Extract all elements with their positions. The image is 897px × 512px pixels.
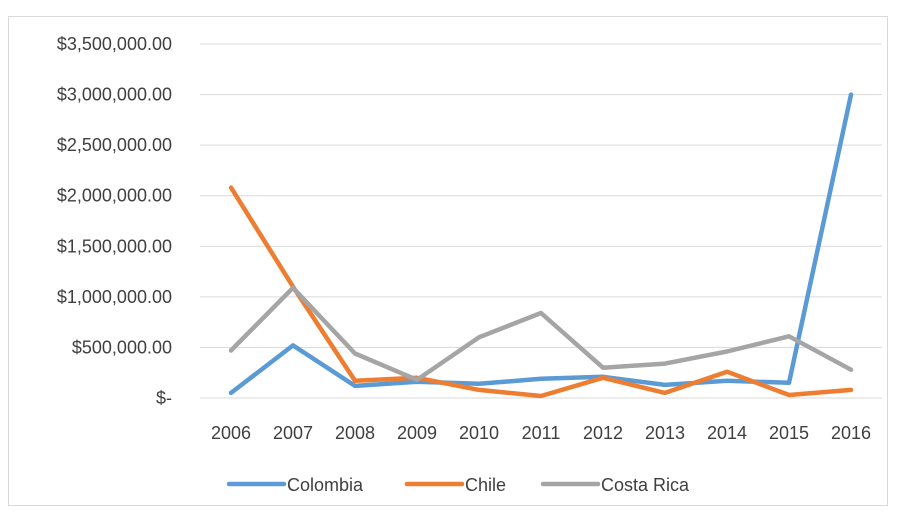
- y-tick-label: $2,500,000.00: [57, 135, 172, 155]
- x-tick-label: 2011: [522, 423, 561, 443]
- y-tick-label: $2,000,000.00: [57, 186, 172, 206]
- y-tick-label: $3,500,000.00: [57, 34, 172, 54]
- series-line-colombia: [228, 92, 854, 396]
- series-lines: [228, 92, 854, 399]
- y-axis-labels: $- $500,000.00 $1,000,000.00 $1,500,000.00 $…: [57, 34, 172, 408]
- x-tick-label: 2007: [273, 423, 313, 443]
- x-tick-label: 2013: [645, 423, 685, 443]
- x-tick-label: 2012: [583, 423, 623, 443]
- series-line-costa-rica: [228, 285, 854, 383]
- y-tick-label: $1,000,000.00: [57, 287, 172, 307]
- y-tick-label: $500,000.00: [72, 337, 172, 357]
- chart-frame: $- $500,000.00 $1,000,000.00 $1,500,000.00 $…: [8, 16, 888, 506]
- gridlines: [200, 43, 882, 399]
- x-tick-label: 2009: [397, 423, 437, 443]
- line-chart: $- $500,000.00 $1,000,000.00 $1,500,000.00 $…: [57, 34, 882, 495]
- legend-label: Costa Rica: [601, 475, 690, 495]
- y-tick-label: $-: [156, 388, 172, 408]
- x-tick-label: 2006: [211, 423, 251, 443]
- x-tick-label: 2015: [769, 423, 809, 443]
- x-tick-label: 2008: [335, 423, 375, 443]
- y-tick-label: $3,000,000.00: [57, 85, 172, 105]
- y-tick-label: $1,500,000.00: [57, 236, 172, 256]
- x-tick-label: 2014: [707, 423, 747, 443]
- x-axis-labels: 2006 2007 2008 2009 2010 2011 2012 2013 2014 2015…: [211, 423, 871, 443]
- series-line-chile: [228, 185, 854, 399]
- x-tick-label: 2010: [459, 423, 499, 443]
- legend-label: Colombia: [287, 475, 364, 495]
- x-tick-label: 2016: [831, 423, 871, 443]
- legend: Colombia Chile Costa Rica: [226, 475, 690, 495]
- legend-label: Chile: [465, 475, 506, 495]
